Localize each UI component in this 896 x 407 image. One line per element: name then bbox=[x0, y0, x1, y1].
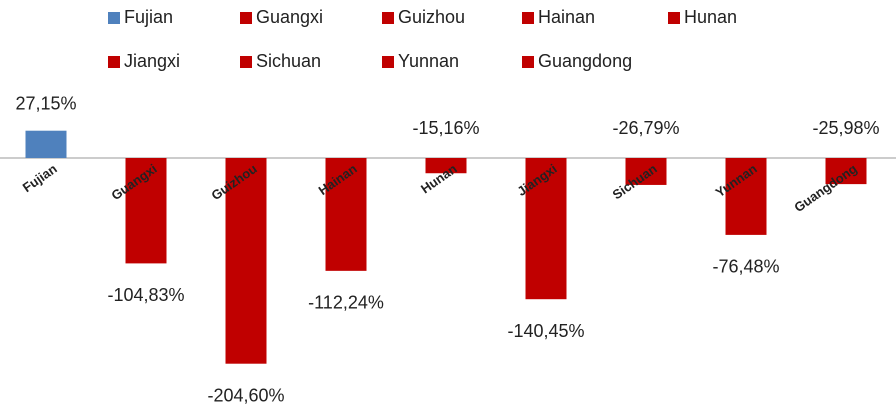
data-label: -140,45% bbox=[507, 321, 584, 341]
data-label: -76,48% bbox=[712, 257, 779, 277]
legend-swatch bbox=[108, 12, 120, 24]
data-label: -204,60% bbox=[207, 385, 284, 405]
bar bbox=[25, 130, 67, 158]
legend-swatch bbox=[522, 56, 534, 68]
bar bbox=[325, 158, 367, 271]
legend-label: Hainan bbox=[538, 7, 595, 27]
legend-label: Guizhou bbox=[398, 7, 465, 27]
x-tick-label: Fujian bbox=[20, 161, 60, 195]
bar bbox=[825, 158, 867, 185]
legend-swatch bbox=[382, 56, 394, 68]
bar bbox=[225, 158, 267, 364]
legend-swatch bbox=[108, 56, 120, 68]
legend-label: Hunan bbox=[684, 7, 737, 27]
legend-swatch bbox=[522, 12, 534, 24]
data-label: -112,24% bbox=[308, 293, 384, 313]
bar bbox=[525, 158, 567, 300]
data-label: -26,79% bbox=[612, 118, 679, 138]
bar bbox=[625, 158, 667, 185]
legend-swatch bbox=[382, 12, 394, 24]
legend-label: Fujian bbox=[124, 7, 173, 27]
data-label: -25,98% bbox=[812, 118, 879, 138]
data-label: -15,16% bbox=[412, 118, 479, 138]
legend-label: Jiangxi bbox=[124, 51, 180, 71]
legend-label: Guangdong bbox=[538, 51, 632, 71]
legend-label: Sichuan bbox=[256, 51, 321, 71]
legend-label: Yunnan bbox=[398, 51, 459, 71]
legend-swatch bbox=[240, 56, 252, 68]
legend-label: Guangxi bbox=[256, 7, 323, 27]
bar bbox=[725, 158, 767, 235]
data-label: 27,15% bbox=[15, 93, 76, 113]
bar bbox=[425, 158, 467, 174]
data-label: -104,83% bbox=[107, 285, 184, 305]
bar bbox=[125, 158, 167, 264]
legend-swatch bbox=[668, 12, 680, 24]
legend-swatch bbox=[240, 12, 252, 24]
